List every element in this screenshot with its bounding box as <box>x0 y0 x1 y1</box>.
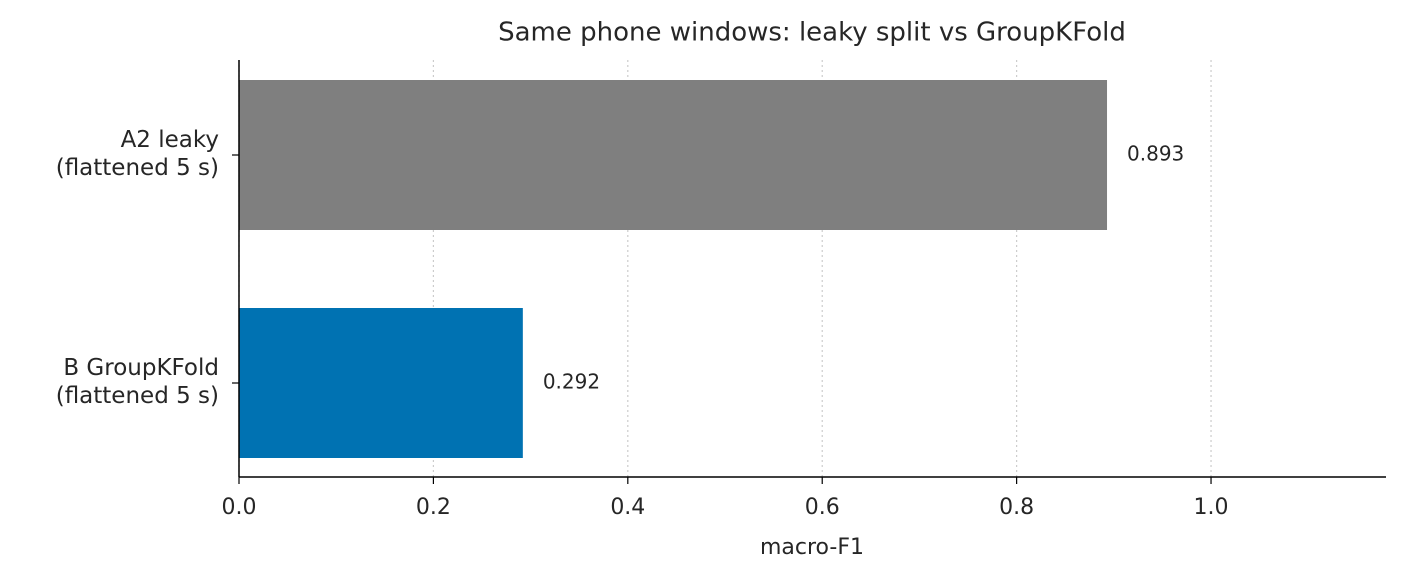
value-label: 0.893 <box>1127 142 1184 166</box>
value-label: 0.292 <box>543 370 600 394</box>
chart-title: Same phone windows: leaky split vs Group… <box>498 18 1126 48</box>
y-tick-label: A2 leaky (flattened 5 s) <box>55 127 219 181</box>
x-tick-label: 0.0 <box>222 495 257 520</box>
x-tick-label: 1.0 <box>1194 495 1229 520</box>
bar <box>239 80 1108 230</box>
bar <box>239 308 523 458</box>
y-tick-label: B GroupKFold (flattened 5 s) <box>55 355 219 409</box>
x-tick-label: 0.6 <box>805 495 840 520</box>
x-axis-label: macro-F1 <box>760 535 864 560</box>
x-tick-label: 0.8 <box>999 495 1034 520</box>
x-tick-label: 0.2 <box>416 495 451 520</box>
x-tick-label: 0.4 <box>610 495 645 520</box>
